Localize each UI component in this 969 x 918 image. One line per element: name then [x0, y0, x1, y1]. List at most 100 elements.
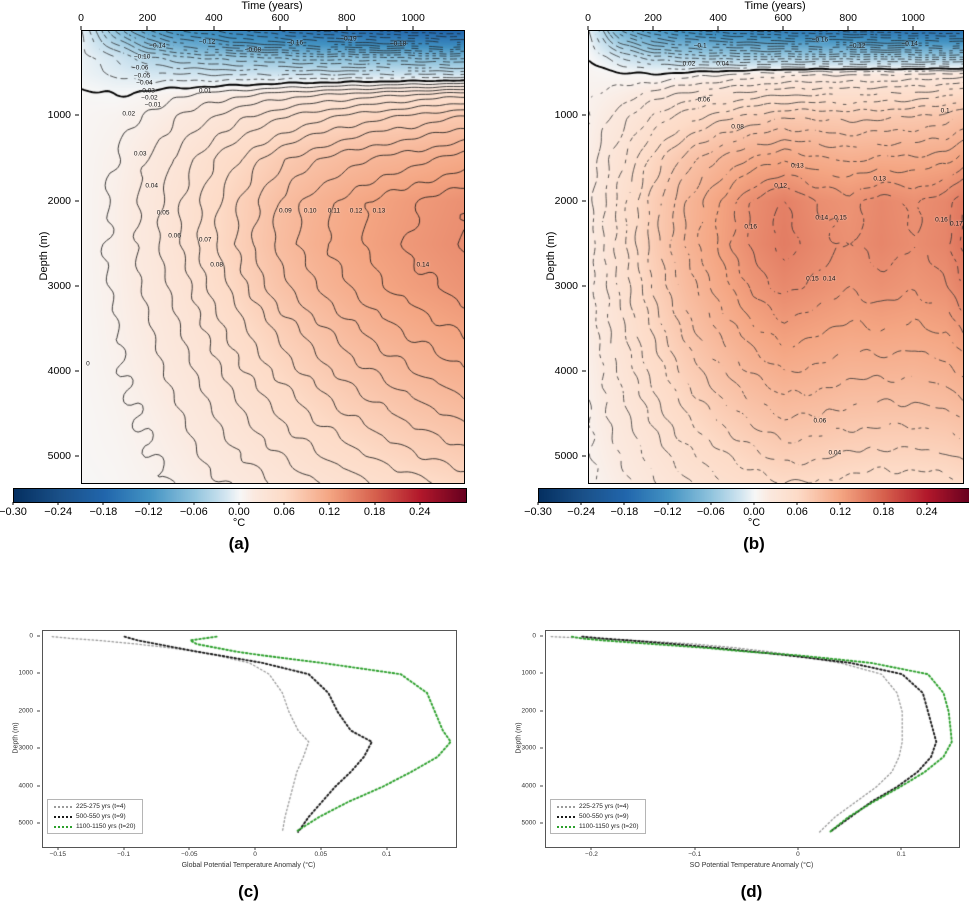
- panel-b-colorbar-ticks: −0.30 −0.24 −0.18 −0.12 −0.06 0.00 0.06 0.12 0.1…: [524, 502, 969, 520]
- x-tick-label: 800: [337, 12, 356, 24]
- x-tick-label: 400: [205, 12, 223, 24]
- contour-label: 0.12: [774, 182, 787, 190]
- x-tick-mark: [346, 26, 348, 30]
- contour-label: 0.11: [327, 207, 340, 215]
- panel-b-contour-labels: −0.1 −0.16 −0.12 −0.14 0.02 0.04 0.06 0.08 0.1 0.…: [588, 30, 963, 482]
- panel-b-time-axis-title: Time (years): [744, 0, 806, 12]
- panel-c-x-axis-title: Global Potential Temperature Anomaly (°C…: [181, 862, 316, 869]
- x-tick-mark: [213, 26, 215, 30]
- x-tick-mark: [667, 502, 669, 505]
- panel-b-contour-plot: [588, 30, 964, 484]
- contour-label: −0.1: [693, 42, 707, 50]
- contour-label: 0: [86, 360, 90, 368]
- panel-d-legend: 225-275 yrs (t=4) 500-550 yrs (t=9) 1100-1…: [550, 799, 646, 834]
- y-tick-label: 3000: [521, 744, 536, 752]
- x-tick-mark: [623, 502, 625, 505]
- legend-item: 1100-1150 yrs (t=20): [557, 823, 639, 830]
- panel-b-caption: (b): [743, 534, 765, 553]
- y-tick-mark: [540, 822, 543, 824]
- contour-label: 0.14: [822, 275, 836, 283]
- panel-d-x-axis-title: SO Potential Temperature Anomaly (°C): [689, 862, 814, 869]
- contour-label: 0.13: [791, 162, 804, 170]
- contour-label: 0.04: [716, 60, 729, 68]
- legend-label: 225-275 yrs (t=4): [76, 803, 126, 810]
- x-tick-mark: [797, 847, 799, 850]
- panel-a-time-axis-title: Time (years): [241, 0, 303, 12]
- contour-label: 0.04: [828, 449, 842, 457]
- x-tick-label: 0.18: [872, 506, 895, 518]
- y-tick-label: 4000: [521, 782, 536, 790]
- contour-label: −0.05: [133, 72, 151, 80]
- contour-label: 0.06: [813, 417, 827, 425]
- y-tick-mark: [37, 672, 40, 674]
- x-tick-mark: [148, 502, 150, 505]
- y-tick-mark: [37, 785, 40, 787]
- contour-label: 0.14: [815, 214, 829, 222]
- x-tick-mark: [193, 502, 195, 505]
- legend-line-sample: [557, 825, 575, 828]
- contour-label: −0.02: [141, 94, 158, 102]
- legend-label: 500-550 yrs (t=9): [76, 813, 126, 820]
- x-tick-label: −0.24: [44, 506, 73, 518]
- x-tick-label: 0.12: [829, 506, 852, 518]
- x-tick-mark: [717, 26, 719, 30]
- x-tick-mark: [102, 502, 104, 505]
- x-tick-label: −0.12: [134, 506, 163, 518]
- y-tick-label: 3000: [554, 279, 578, 292]
- contour-label: 0.09: [279, 207, 292, 215]
- x-tick-mark: [123, 847, 125, 850]
- x-tick-label: 600: [271, 12, 290, 24]
- y-tick-label: 0: [29, 632, 33, 640]
- panel-c-caption: (c): [238, 882, 259, 901]
- x-tick-label: 0.1: [382, 851, 392, 858]
- contour-label: −0.12: [849, 42, 866, 50]
- contour-label: −0.16: [286, 39, 304, 47]
- contour-label: −0.04: [136, 79, 153, 87]
- panel-a-y-ticks: 1000 2000 3000 4000 5000: [0, 30, 79, 482]
- contour-label: 0.06: [168, 232, 181, 240]
- y-tick-mark: [37, 710, 40, 712]
- contour-label: 0.08: [210, 261, 223, 269]
- y-tick-mark: [75, 114, 79, 116]
- x-tick-label: 0.12: [318, 506, 341, 518]
- x-tick-label: −0.2: [585, 851, 598, 858]
- x-tick-mark: [188, 847, 190, 850]
- x-tick-label: −0.18: [610, 506, 639, 518]
- legend-label: 225-275 yrs (t=4): [579, 803, 629, 810]
- x-tick-mark: [146, 26, 148, 30]
- contour-label: −0.06: [131, 64, 149, 72]
- x-tick-label: 200: [644, 12, 662, 24]
- panel-b-y-ticks: 1000 2000 3000 4000 5000: [507, 30, 586, 482]
- x-tick-mark: [320, 847, 322, 850]
- x-tick-label: −0.05: [181, 851, 198, 858]
- legend-item: 225-275 yrs (t=4): [54, 803, 136, 810]
- x-tick-label: −0.12: [653, 506, 682, 518]
- x-tick-label: 0.24: [409, 506, 431, 518]
- x-tick-label: 0: [78, 12, 84, 24]
- x-tick-label: −0.30: [524, 506, 552, 518]
- panel-c-y-ticks: 0 1000 2000 3000 4000 5000: [2, 630, 40, 846]
- y-tick-label: 4000: [18, 782, 33, 790]
- x-tick-mark: [883, 502, 885, 505]
- x-tick-mark: [753, 502, 755, 505]
- x-tick-label: 0.00: [228, 506, 250, 518]
- x-tick-mark: [328, 502, 330, 505]
- panel-a-colorbar-unit: °C: [232, 517, 246, 529]
- x-tick-label: 0: [253, 851, 257, 858]
- y-tick-mark: [37, 747, 40, 749]
- x-tick-label: 1000: [401, 12, 425, 24]
- panel-c-x-ticks: −0.15 −0.1 −0.05 0 0.05 0.1: [42, 847, 455, 861]
- panel-a-caption: (a): [228, 534, 250, 553]
- x-tick-mark: [710, 502, 712, 505]
- y-tick-mark: [37, 635, 40, 637]
- contour-label: 0.08: [731, 123, 744, 131]
- contour-label: 0.1: [940, 107, 950, 115]
- x-tick-mark: [839, 502, 841, 505]
- x-tick-mark: [587, 26, 589, 30]
- contour-label: −0.03: [138, 87, 155, 95]
- x-tick-label: 800: [839, 12, 857, 24]
- contour-label: 0.13: [372, 207, 386, 215]
- x-tick-label: −0.18: [89, 506, 118, 518]
